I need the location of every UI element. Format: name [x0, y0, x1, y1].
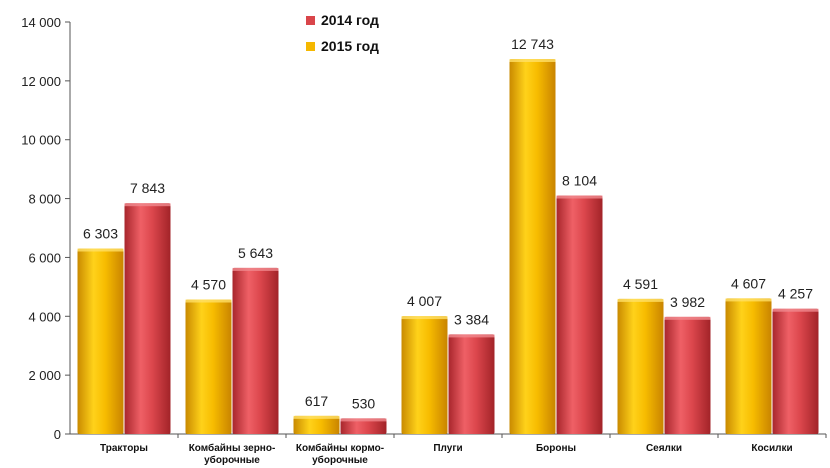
x-tick-label: Плуги: [433, 443, 462, 454]
bar: [185, 299, 232, 434]
data-label: 3 982: [670, 294, 705, 310]
data-label: 4 570: [191, 277, 226, 293]
data-label: 7 843: [130, 180, 165, 196]
bar-cap: [448, 334, 495, 338]
y-tick-label: 12 000: [21, 74, 61, 89]
y-tick-label: 6 000: [28, 250, 61, 265]
bar-cap: [293, 415, 340, 419]
bar: [664, 316, 711, 434]
x-tick-label: Бороны: [536, 443, 576, 454]
data-label: 6 303: [83, 226, 118, 242]
legend-entry: 2015 год: [321, 38, 379, 54]
data-label: 4 257: [778, 286, 813, 302]
bar-cap: [124, 203, 171, 207]
data-label: 3 384: [454, 311, 489, 327]
bar: [77, 248, 124, 434]
legend-swatch: [306, 16, 315, 25]
bar-cap: [664, 316, 711, 320]
y-tick-label: 14 000: [21, 15, 61, 30]
data-label: 4 607: [731, 275, 766, 291]
y-tick-label: 10 000: [21, 133, 61, 148]
x-tick-label: Тракторы: [100, 443, 148, 454]
bar-cap: [509, 58, 556, 62]
bar: [556, 195, 603, 434]
x-tick-label: Косилки: [751, 443, 792, 454]
data-label: 530: [352, 395, 376, 411]
bar-cap: [772, 308, 819, 312]
data-label: 617: [305, 393, 329, 409]
x-tick-label: Комбайны кормо-уборочные: [296, 442, 384, 466]
bar: [772, 308, 819, 434]
bar-cap: [77, 248, 124, 252]
data-label: 4 007: [407, 293, 442, 309]
y-tick-label: 0: [54, 427, 61, 442]
chart-bars: [77, 58, 819, 435]
bar: [340, 418, 387, 434]
chart-category-labels: Тракторы Комбайны зерно-уборочные Комбайны…: [100, 442, 793, 466]
x-tick-label: Комбайны зерно-уборочные: [189, 442, 276, 466]
bar: [509, 58, 556, 435]
bar: [293, 415, 340, 434]
bar: [725, 298, 772, 434]
y-tick-label: 4 000: [28, 309, 61, 324]
bar-cap: [556, 195, 603, 199]
chart-value-labels: 6 303 7 843 4 570 5 643 617 530 4 007 3 384 12 7…: [83, 36, 813, 411]
data-label: 4 591: [623, 276, 658, 292]
bar-cap: [617, 298, 664, 302]
bar-cap: [185, 299, 232, 303]
y-tick-label: 2 000: [28, 368, 61, 383]
bar-cap: [401, 316, 448, 320]
bar: [617, 298, 664, 434]
bar: [448, 334, 495, 434]
data-label: 8 104: [562, 173, 597, 189]
bar-cap: [232, 267, 279, 271]
bar: [124, 203, 171, 434]
bar: [232, 267, 279, 434]
x-tick-label: Сеялки: [646, 443, 682, 454]
chart-legend: 2014 год 2015 год: [306, 12, 379, 54]
bar-cap: [725, 298, 772, 302]
bar-cap: [340, 418, 387, 422]
legend-swatch: [306, 42, 315, 51]
bar: [401, 316, 448, 434]
y-tick-label: 8 000: [28, 192, 61, 207]
data-label: 5 643: [238, 245, 273, 261]
legend-entry: 2014 год: [321, 12, 379, 28]
chart-axes: 0 2 000 4 000 6 000 8 000 10 000 12 000 14 000: [21, 15, 827, 442]
data-label: 12 743: [511, 36, 554, 52]
